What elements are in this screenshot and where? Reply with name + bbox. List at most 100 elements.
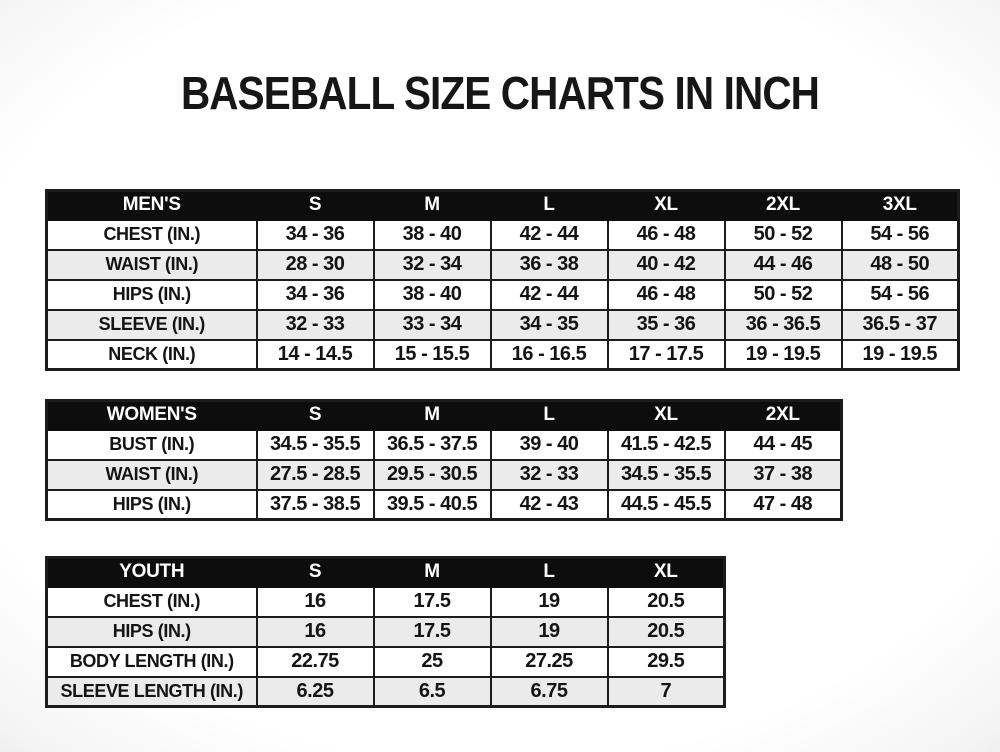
size-value-cell: 50 - 52	[723, 278, 843, 311]
column-header-mens-m: M	[372, 189, 492, 221]
size-value-cell: 46 - 48	[606, 218, 726, 251]
column-header-mens-3xl: 3XL	[840, 189, 960, 221]
table-row: SLEEVE (IN.) 32 - 33 33 - 34 34 - 35 35 - 36…	[45, 308, 960, 341]
column-header-youth-l: L	[489, 556, 609, 588]
column-header-youth-m: M	[372, 556, 492, 588]
column-header-youth-s: S	[255, 556, 375, 588]
column-header-womens-xl: XL	[606, 399, 726, 431]
size-value-cell: 29.5 - 30.5	[372, 458, 492, 491]
size-table-womens: WOMEN'S S M L XL 2XL BUST (IN.) 34.5 - 35.5 36.5…	[45, 399, 843, 521]
column-header-mens-l: L	[489, 189, 609, 221]
header-row-mens: MEN'S S M L XL 2XL 3XL	[45, 189, 960, 221]
row-label: WAIST (IN.)	[45, 458, 258, 491]
size-value-cell: 35 - 36	[606, 308, 726, 341]
size-value-cell: 19	[489, 585, 609, 618]
size-value-cell: 16 - 16.5	[489, 338, 609, 371]
row-label: BUST (IN.)	[45, 428, 258, 461]
size-value-cell: 15 - 15.5	[372, 338, 492, 371]
table-row: NECK (IN.) 14 - 14.5 15 - 15.5 16 - 16.5 17 …	[45, 338, 960, 371]
size-value-cell: 48 - 50	[840, 248, 960, 281]
row-label: SLEEVE (IN.)	[45, 308, 258, 341]
column-header-mens-2xl: 2XL	[723, 189, 843, 221]
size-value-cell: 44.5 - 45.5	[606, 488, 726, 521]
size-value-cell: 19 - 19.5	[840, 338, 960, 371]
table-row: CHEST (IN.) 34 - 36 38 - 40 42 - 44 46 - 48 5…	[45, 218, 960, 251]
size-value-cell: 34 - 36	[255, 278, 375, 311]
column-header-womens-s: S	[255, 399, 375, 431]
size-value-cell: 19	[489, 615, 609, 648]
size-value-cell: 36.5 - 37.5	[372, 428, 492, 461]
row-label: CHEST (IN.)	[45, 585, 258, 618]
size-value-cell: 14 - 14.5	[255, 338, 375, 371]
size-value-cell: 7	[606, 675, 726, 708]
size-table-mens: MEN'S S M L XL 2XL 3XL CHEST (IN.) 34 - 36 38 - 4…	[45, 189, 960, 371]
size-value-cell: 37 - 38	[723, 458, 843, 491]
size-value-cell: 42 - 44	[489, 218, 609, 251]
size-value-cell: 27.25	[489, 645, 609, 678]
size-value-cell: 16	[255, 615, 375, 648]
size-value-cell: 38 - 40	[372, 218, 492, 251]
size-value-cell: 42 - 44	[489, 278, 609, 311]
size-value-cell: 36 - 38	[489, 248, 609, 281]
column-header-womens-m: M	[372, 399, 492, 431]
row-label: HIPS (IN.)	[45, 278, 258, 311]
size-value-cell: 39 - 40	[489, 428, 609, 461]
table-row: SLEEVE LENGTH (IN.) 6.25 6.5 6.75 7	[45, 675, 726, 708]
size-value-cell: 36.5 - 37	[840, 308, 960, 341]
table-row: WAIST (IN.) 27.5 - 28.5 29.5 - 30.5 32 - 33…	[45, 458, 843, 491]
row-label: NECK (IN.)	[45, 338, 258, 371]
size-value-cell: 34 - 35	[489, 308, 609, 341]
size-value-cell: 44 - 46	[723, 248, 843, 281]
size-value-cell: 6.25	[255, 675, 375, 708]
table-title-womens: WOMEN'S	[45, 399, 258, 431]
size-value-cell: 39.5 - 40.5	[372, 488, 492, 521]
table-row: HIPS (IN.) 37.5 - 38.5 39.5 - 40.5 42 - 43 4…	[45, 488, 843, 521]
size-value-cell: 34.5 - 35.5	[255, 428, 375, 461]
size-value-cell: 16	[255, 585, 375, 618]
table-row: WAIST (IN.) 28 - 30 32 - 34 36 - 38 40 - 42 4…	[45, 248, 960, 281]
size-value-cell: 32 - 33	[489, 458, 609, 491]
size-value-cell: 54 - 56	[840, 218, 960, 251]
table-title-mens: MEN'S	[45, 189, 258, 221]
size-value-cell: 32 - 34	[372, 248, 492, 281]
column-header-mens-s: S	[255, 189, 375, 221]
size-value-cell: 32 - 33	[255, 308, 375, 341]
row-label: BODY LENGTH (IN.)	[45, 645, 258, 678]
size-value-cell: 20.5	[606, 585, 726, 618]
size-value-cell: 34 - 36	[255, 218, 375, 251]
size-table-youth: YOUTH S M L XL CHEST (IN.) 16 17.5 19 20.5 HIPS (I…	[45, 556, 726, 708]
table-row: BODY LENGTH (IN.) 22.75 25 27.25 29.5	[45, 645, 726, 678]
column-header-youth-xl: XL	[606, 556, 726, 588]
row-label: SLEEVE LENGTH (IN.)	[45, 675, 258, 708]
size-value-cell: 20.5	[606, 615, 726, 648]
size-value-cell: 44 - 45	[723, 428, 843, 461]
size-value-cell: 17.5	[372, 585, 492, 618]
column-header-mens-xl: XL	[606, 189, 726, 221]
column-header-womens-2xl: 2XL	[723, 399, 843, 431]
size-value-cell: 41.5 - 42.5	[606, 428, 726, 461]
table-row: HIPS (IN.) 16 17.5 19 20.5	[45, 615, 726, 648]
size-value-cell: 19 - 19.5	[723, 338, 843, 371]
size-value-cell: 33 - 34	[372, 308, 492, 341]
size-value-cell: 6.5	[372, 675, 492, 708]
column-header-womens-l: L	[489, 399, 609, 431]
size-value-cell: 37.5 - 38.5	[255, 488, 375, 521]
table-row: BUST (IN.) 34.5 - 35.5 36.5 - 37.5 39 - 40 4…	[45, 428, 843, 461]
size-value-cell: 40 - 42	[606, 248, 726, 281]
size-value-cell: 17 - 17.5	[606, 338, 726, 371]
table-row: CHEST (IN.) 16 17.5 19 20.5	[45, 585, 726, 618]
size-value-cell: 54 - 56	[840, 278, 960, 311]
size-value-cell: 17.5	[372, 615, 492, 648]
size-value-cell: 28 - 30	[255, 248, 375, 281]
page-title: BASEBALL SIZE CHARTS IN INCH	[180, 67, 820, 119]
size-value-cell: 27.5 - 28.5	[255, 458, 375, 491]
size-value-cell: 25	[372, 645, 492, 678]
size-value-cell: 50 - 52	[723, 218, 843, 251]
size-value-cell: 6.75	[489, 675, 609, 708]
header-row-womens: WOMEN'S S M L XL 2XL	[45, 399, 843, 431]
size-value-cell: 34.5 - 35.5	[606, 458, 726, 491]
size-value-cell: 36 - 36.5	[723, 308, 843, 341]
table-title-youth: YOUTH	[45, 556, 258, 588]
row-label: HIPS (IN.)	[45, 488, 258, 521]
row-label: HIPS (IN.)	[45, 615, 258, 648]
